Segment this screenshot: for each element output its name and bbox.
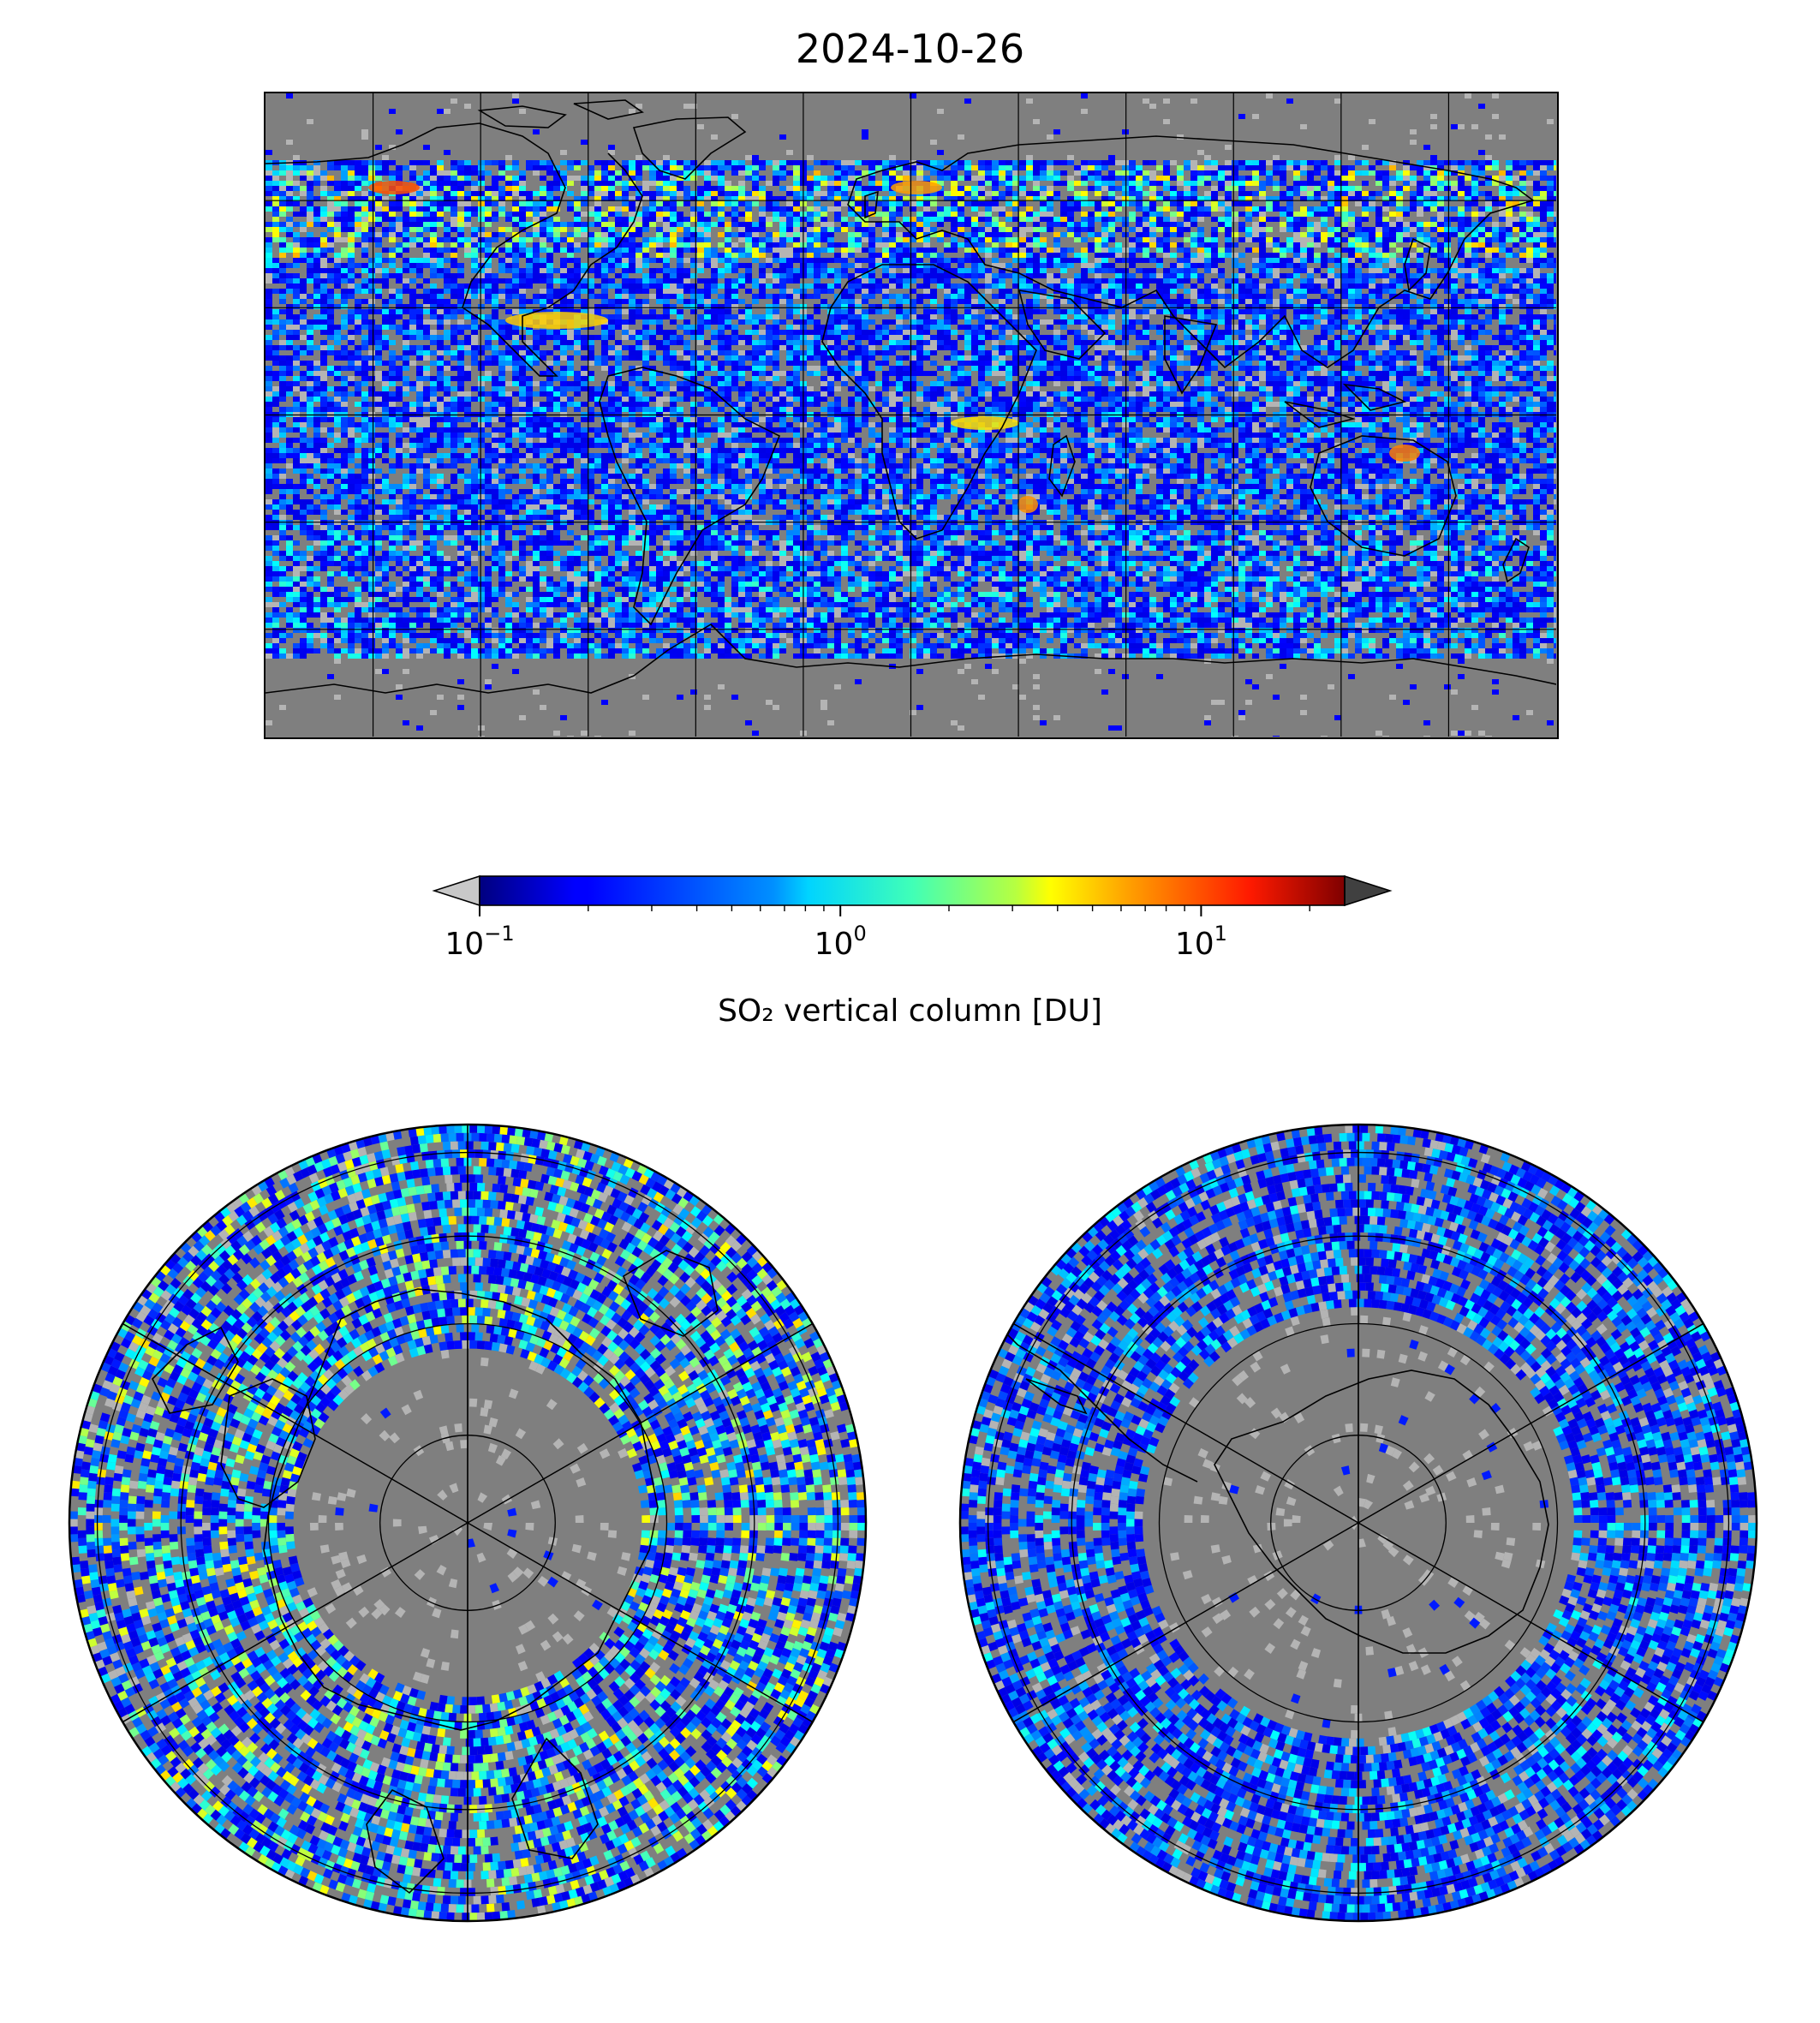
south-so2-pixels xyxy=(960,1125,1757,1921)
south-coastlines xyxy=(991,1318,1549,1654)
colorbar-label: SO₂ vertical column [DU] xyxy=(0,994,1820,1029)
colorbar-under-extension xyxy=(432,874,480,907)
colorbar-tick-base: 10 xyxy=(815,927,854,962)
colorbar-tick-label: 10−1 xyxy=(445,922,514,962)
colorbar-ticks xyxy=(479,905,1310,916)
so2-plume xyxy=(891,181,942,194)
colorbar-gradient xyxy=(480,876,1345,905)
north-so2-pixels xyxy=(69,1125,866,1921)
world-map-svg xyxy=(266,93,1556,737)
colorbar-tick-label: 101 xyxy=(1175,922,1227,962)
so2-plume xyxy=(1017,496,1038,513)
south-polar-map xyxy=(958,1123,1758,1923)
colorbar-tick-exponent: 0 xyxy=(853,922,866,946)
world-map xyxy=(264,92,1559,739)
colorbar-tick-exponent: 1 xyxy=(1214,922,1227,946)
map-title: 2024-10-26 xyxy=(0,26,1820,72)
colorbar-tick-base: 10 xyxy=(1175,927,1214,962)
colorbar-svg xyxy=(432,874,1393,916)
colorbar-over-extension xyxy=(1344,874,1393,907)
so2-plume xyxy=(1389,445,1420,462)
north-coastlines xyxy=(152,1250,719,1895)
colorbar-tick-exponent: −1 xyxy=(484,922,514,946)
world-gridlines xyxy=(266,93,1556,737)
colorbar: 10−1 100 101 xyxy=(428,874,1396,1045)
north-gridlines xyxy=(96,1125,839,1921)
colorbar-tick-base: 10 xyxy=(445,927,484,962)
north-polar-map xyxy=(68,1123,868,1923)
south-gridlines xyxy=(987,1125,1730,1921)
colorbar-tick-label: 100 xyxy=(815,922,867,962)
so2-plume xyxy=(505,312,608,329)
world-coastlines xyxy=(266,99,1556,694)
so2-plume xyxy=(368,181,420,194)
so2-plume xyxy=(951,416,1019,430)
